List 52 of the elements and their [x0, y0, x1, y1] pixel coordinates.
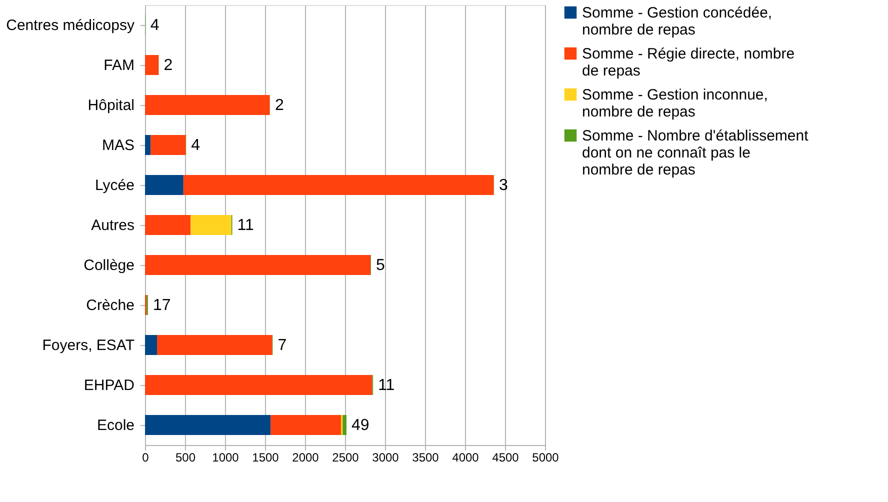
legend-label: Somme - Nombre d'établissement dont on ne connaît pas le nombre de repas [582, 128, 810, 178]
bar [145, 135, 151, 155]
x-tick-label: 3500 [412, 450, 440, 464]
y-tick-label: Centres médicopsy [6, 17, 135, 34]
data-label: 49 [352, 417, 370, 434]
y-tick-label: FAM [104, 57, 134, 74]
data-label: 2 [274, 97, 284, 114]
bar [190, 215, 232, 235]
data-label: 4 [150, 17, 160, 34]
legend-label: Somme - Gestion concédée, nombre de repas [582, 4, 772, 38]
y-tick-label: Crèche [86, 297, 134, 314]
x-tick-label: 0 [142, 450, 150, 464]
bar [270, 415, 341, 435]
legend-label: Somme - Gestion inconnue, nombre de repas [582, 86, 768, 120]
data-label: 11 [378, 377, 395, 394]
x-tick-label: 500 [175, 450, 196, 464]
y-tick-label: Collège [84, 257, 134, 274]
data-label: 7 [278, 337, 287, 354]
data-label: 11 [237, 217, 254, 234]
bar [145, 375, 372, 395]
x-tick-label: 3000 [372, 450, 400, 464]
bar [183, 175, 494, 195]
data-label: 2 [164, 57, 173, 74]
x-tick-label: 1000 [212, 450, 240, 464]
bar [157, 335, 272, 355]
y-tick-label: Hôpital [88, 97, 134, 114]
y-tick-label: Autres [91, 217, 134, 234]
data-label: 3 [499, 177, 508, 194]
x-tick-label: 2500 [332, 450, 360, 464]
x-tick-label: 5000 [532, 450, 560, 464]
y-tick-label: MAS [102, 137, 134, 154]
data-label: 5 [376, 257, 385, 274]
bar [145, 95, 270, 115]
bar [145, 55, 159, 75]
x-tick-label: 2000 [292, 450, 320, 464]
bar [342, 415, 347, 435]
x-tick-label: 1500 [252, 450, 280, 464]
x-tick-label: 4500 [492, 450, 520, 464]
bar [150, 135, 186, 155]
x-tick-label: 4000 [452, 450, 480, 464]
data-label: 4 [191, 137, 200, 154]
bar [145, 335, 157, 355]
bar [145, 415, 271, 435]
y-tick-label: Ecole [96, 417, 134, 434]
data-label: 17 [152, 297, 171, 314]
y-tick-label: Lycée [95, 177, 134, 194]
y-tick-label: Foyers, ESAT [42, 337, 134, 354]
y-tick-label: EHPAD [84, 377, 135, 394]
bar [145, 255, 371, 275]
legend-label: Somme - Régie directe, nombre de repas [582, 46, 795, 80]
bar [145, 215, 191, 235]
bar [145, 175, 184, 195]
